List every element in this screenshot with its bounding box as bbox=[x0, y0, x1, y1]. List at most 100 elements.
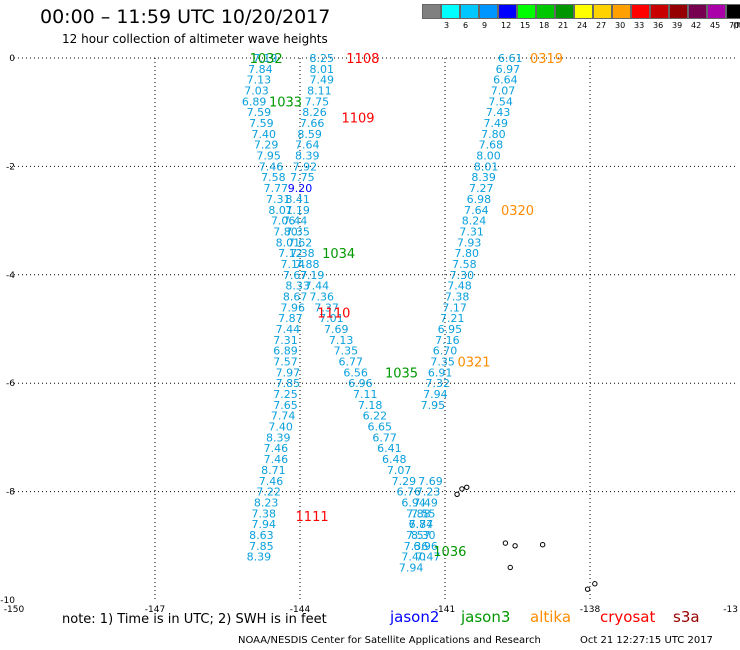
pass-time-label: 1032 bbox=[250, 52, 283, 67]
credit-text: NOAA/NESDIS Center for Satellite Applica… bbox=[238, 635, 541, 646]
wave-height-value: 7.77 bbox=[264, 182, 289, 195]
wave-height-value: 7.11 bbox=[353, 388, 378, 401]
wave-height-value: 7.49 bbox=[413, 496, 438, 509]
wave-height-value: 7.30 bbox=[450, 269, 475, 282]
wave-height-value: 7.97 bbox=[276, 366, 301, 379]
wave-height-value: 7.40 bbox=[268, 421, 293, 434]
wave-height-value: 7.36 bbox=[404, 540, 429, 553]
wave-height-value: 6.91 bbox=[428, 366, 453, 379]
wave-height-value: 7.31 bbox=[459, 225, 484, 238]
island-outline bbox=[507, 564, 513, 571]
wave-height-value: 7.38 bbox=[290, 247, 315, 260]
wave-height-value: 7.37 bbox=[314, 301, 339, 314]
wave-height-value: 7.23 bbox=[416, 486, 441, 499]
color-scale-label: 45 bbox=[710, 21, 721, 30]
wave-height-value: 7.55 bbox=[411, 507, 436, 520]
wave-height-value: 7.88 bbox=[295, 258, 320, 271]
wave-height-value: 7.92 bbox=[293, 160, 318, 173]
wave-height-value: 7.14 bbox=[281, 258, 306, 271]
wave-height-value: 7.68 bbox=[479, 139, 504, 152]
legend-cryosat: cryosat bbox=[600, 608, 656, 626]
wave-height-value: 7.49 bbox=[484, 117, 509, 130]
wave-height-value: 8.01 bbox=[310, 63, 335, 76]
color-scale-swatch bbox=[688, 4, 707, 19]
wave-height-value: 6.41 bbox=[377, 442, 402, 455]
color-scale-label: 36 bbox=[653, 21, 664, 30]
wave-height-value: 8.63 bbox=[249, 529, 274, 542]
wave-height-value: 7.85 bbox=[276, 377, 301, 390]
lon-tick-label: -138 bbox=[580, 605, 601, 615]
color-scale-swatch bbox=[650, 4, 669, 19]
wave-height-value: 7.31 bbox=[266, 193, 291, 206]
wave-height-value: 7.32 bbox=[426, 377, 451, 390]
island-outline bbox=[539, 542, 546, 548]
wave-height-value: 7.62 bbox=[288, 236, 313, 249]
color-scale-swatch bbox=[574, 4, 593, 19]
wave-height-value: 7.29 bbox=[392, 475, 417, 488]
color-scale-swatch bbox=[498, 4, 517, 19]
island-outline bbox=[459, 486, 465, 492]
color-scale-label: 33 bbox=[634, 21, 645, 30]
wave-height-value: 7.38 bbox=[445, 290, 470, 303]
wave-height-value: 7.46 bbox=[259, 475, 284, 488]
lat-tick-label: -2 bbox=[6, 162, 15, 172]
wave-height-value: 7.94 bbox=[252, 518, 277, 531]
wave-height-value: 7.64 bbox=[464, 204, 489, 217]
color-scale-label: 24 bbox=[577, 21, 588, 30]
wave-height-value: 6.98 bbox=[467, 193, 492, 206]
wave-height-value: 7.01 bbox=[319, 312, 344, 325]
island-outline bbox=[584, 586, 591, 592]
wave-height-value: 7.07 bbox=[387, 464, 412, 477]
lat-tick-label: -4 bbox=[6, 271, 15, 281]
color-scale-label: 3 bbox=[444, 21, 450, 30]
wave-height-value: 6.77 bbox=[372, 431, 397, 444]
pass-time-label: 1109 bbox=[341, 112, 374, 127]
color-scale-swatch bbox=[707, 4, 726, 19]
wave-height-value: 6.76 bbox=[397, 486, 422, 499]
wave-height-value: 7.40 bbox=[401, 551, 426, 564]
pass-time-label: 1110 bbox=[317, 307, 350, 322]
color-scale-label: 9 bbox=[482, 21, 488, 30]
wave-height-value: 7.27 bbox=[469, 182, 494, 195]
wave-height-value: 8.39 bbox=[471, 171, 496, 184]
wave-height-value: 7.13 bbox=[247, 74, 272, 87]
pass-time-label: 1108 bbox=[346, 52, 379, 67]
wave-height-value: 6.65 bbox=[368, 421, 393, 434]
island-outline bbox=[454, 491, 460, 498]
wave-height-value: 7.38 bbox=[252, 507, 277, 520]
color-scale-swatch bbox=[441, 4, 460, 19]
wave-height-value: 6.74 bbox=[409, 518, 434, 531]
wave-height-value: 7.46 bbox=[264, 453, 289, 466]
wave-height-value: 8.11 bbox=[307, 85, 332, 98]
wave-height-value: 6.22 bbox=[363, 410, 388, 423]
generated-timestamp: Oct 21 12:27:15 UTC 2017 bbox=[580, 635, 713, 646]
wave-height-value: 7.03 bbox=[244, 85, 269, 98]
color-scale-swatch bbox=[669, 4, 688, 19]
legend-altika: altika bbox=[530, 608, 572, 626]
wave-height-value: 8.01 bbox=[474, 160, 499, 173]
wave-height-value: 7.69 bbox=[324, 323, 349, 336]
wave-height-value: 6.61 bbox=[498, 52, 523, 65]
wave-height-value: 8.67 bbox=[283, 290, 308, 303]
wave-height-value: 7.46 bbox=[259, 160, 284, 173]
legend-s3a: s3a bbox=[673, 608, 700, 626]
color-scale-swatch bbox=[460, 4, 479, 19]
wave-height-value: 8.24 bbox=[462, 215, 487, 228]
color-scale-label: 18 bbox=[539, 21, 550, 30]
lat-tick-label: -8 bbox=[6, 488, 15, 498]
wave-height-value: 7.87 bbox=[278, 312, 303, 325]
wave-height-value: 7.44 bbox=[305, 280, 330, 293]
wave-height-value: 7.66 bbox=[300, 117, 325, 130]
wave-height-value: 6.70 bbox=[433, 345, 458, 358]
lon-tick-label: -13 bbox=[723, 605, 738, 615]
wave-height-value: 7.75 bbox=[305, 95, 330, 108]
pass-time-label: 1034 bbox=[322, 247, 355, 262]
lon-tick-label: -144 bbox=[290, 605, 311, 615]
wave-height-value: 7.59 bbox=[249, 117, 274, 130]
color-scale-swatch bbox=[726, 4, 740, 19]
wave-height-value: 6.94 bbox=[401, 496, 426, 509]
map-title: 00:00 – 11:59 UTC 10/20/2017 bbox=[40, 6, 331, 28]
color-scale-swatch bbox=[593, 4, 612, 19]
wave-height-value: 8.30 bbox=[411, 529, 436, 542]
